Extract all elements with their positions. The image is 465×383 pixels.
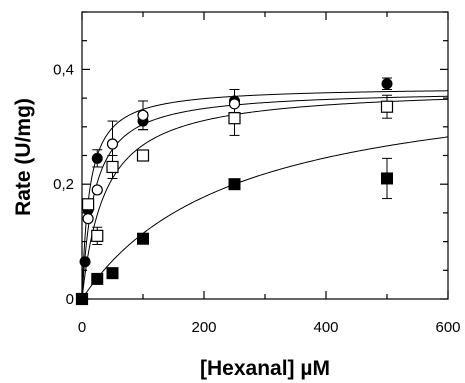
data-point [380, 100, 394, 113]
data-point [228, 98, 241, 110]
data-point [82, 213, 94, 225]
data-points [75, 78, 394, 306]
x-tick-label: 400 [313, 319, 338, 336]
data-point [81, 198, 95, 211]
data-point [228, 178, 241, 191]
axis-ticks [81, 11, 449, 300]
data-point [91, 152, 103, 164]
data-point [91, 272, 104, 285]
data-point [381, 78, 393, 90]
data-point [91, 229, 104, 242]
data-point [79, 256, 91, 268]
x-tick-label: 600 [435, 319, 460, 336]
data-point [137, 232, 149, 245]
x-axis-title: [Hexanal] µM [200, 357, 330, 380]
data-point [137, 109, 149, 121]
x-tick-label: 200 [191, 319, 216, 336]
data-point [91, 184, 103, 196]
fit-curve [81, 95, 449, 300]
y-axis-title: Rate (U/mg) [12, 98, 35, 216]
data-point [106, 138, 119, 150]
x-tick-label: 0 [78, 319, 86, 336]
data-point [76, 293, 88, 305]
data-point [106, 160, 119, 174]
fit-curve [81, 136, 449, 300]
data-point [136, 149, 150, 162]
y-tick-label: 0,2 [53, 176, 74, 193]
data-point [228, 112, 241, 125]
y-tick-label: 0 [66, 291, 74, 308]
fit-curve [81, 90, 449, 300]
data-point [381, 172, 393, 185]
tick-labels: 0 200 400 600 0 0,2 0,4 [53, 61, 460, 336]
y-tick-label: 0,4 [53, 61, 74, 78]
fit-curves [81, 90, 449, 300]
fit-curve [81, 98, 449, 300]
data-point [106, 267, 119, 280]
plot-frame [81, 11, 449, 300]
